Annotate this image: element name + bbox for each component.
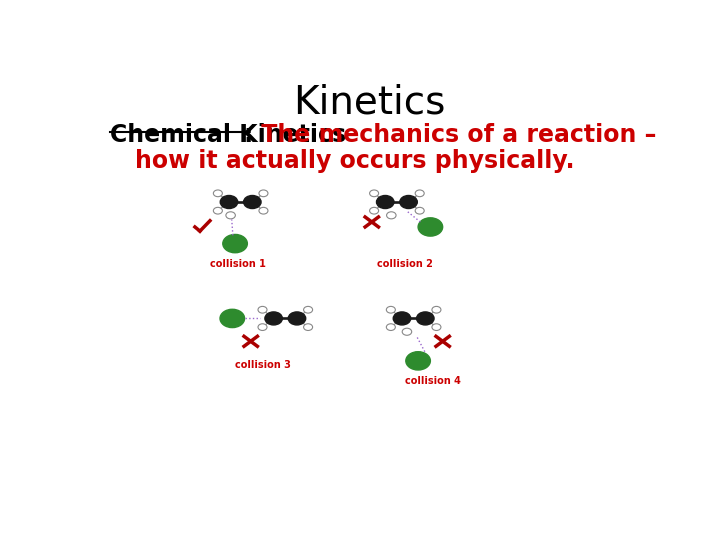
Circle shape — [377, 195, 394, 208]
Text: Kinetics: Kinetics — [293, 84, 445, 122]
Circle shape — [387, 306, 395, 313]
Circle shape — [393, 312, 410, 325]
Text: how it actually occurs physically.: how it actually occurs physically. — [135, 149, 574, 173]
Circle shape — [304, 324, 312, 330]
Circle shape — [406, 352, 431, 370]
Circle shape — [387, 324, 395, 330]
Circle shape — [265, 312, 282, 325]
Circle shape — [259, 190, 268, 197]
Text: The mechanics of a reaction –: The mechanics of a reaction – — [253, 123, 657, 147]
Text: :: : — [243, 123, 253, 147]
Text: collision 1: collision 1 — [210, 259, 266, 269]
Circle shape — [288, 312, 306, 325]
Circle shape — [213, 207, 222, 214]
Circle shape — [220, 195, 238, 208]
Text: collision 2: collision 2 — [377, 259, 433, 269]
Circle shape — [243, 195, 261, 208]
Circle shape — [258, 306, 267, 313]
Circle shape — [258, 324, 267, 330]
Circle shape — [417, 312, 434, 325]
Circle shape — [415, 190, 424, 197]
Circle shape — [259, 207, 268, 214]
Circle shape — [432, 306, 441, 313]
Circle shape — [369, 190, 379, 197]
Text: collision 3: collision 3 — [235, 360, 291, 370]
Circle shape — [213, 190, 222, 197]
Circle shape — [226, 212, 235, 219]
Circle shape — [402, 328, 412, 335]
Text: Chemical Kinetics: Chemical Kinetics — [109, 123, 346, 147]
Circle shape — [418, 218, 443, 236]
Circle shape — [400, 195, 418, 208]
Circle shape — [220, 309, 245, 328]
Circle shape — [304, 306, 312, 313]
Text: collision 4: collision 4 — [405, 376, 461, 386]
Circle shape — [432, 324, 441, 330]
Circle shape — [222, 234, 248, 253]
Circle shape — [369, 207, 379, 214]
Circle shape — [415, 207, 424, 214]
Circle shape — [387, 212, 396, 219]
